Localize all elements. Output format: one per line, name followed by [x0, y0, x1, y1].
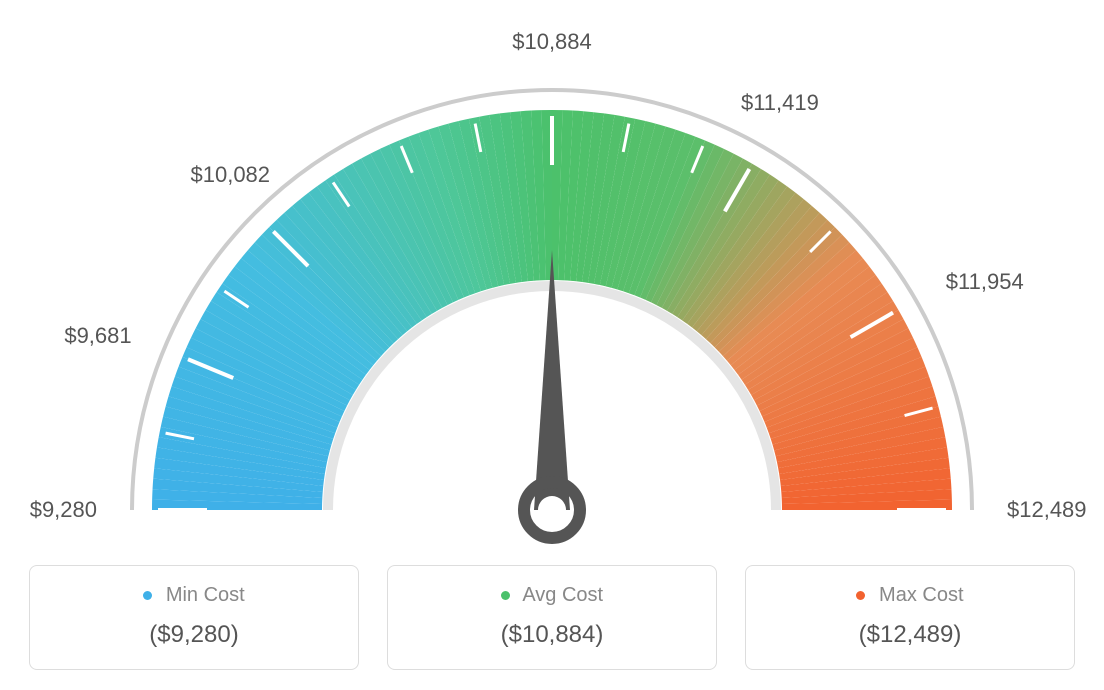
gauge-svg	[0, 30, 1104, 570]
dot-avg	[501, 591, 510, 600]
gauge-tick-label: $10,884	[512, 29, 592, 55]
legend-row: Min Cost ($9,280) Avg Cost ($10,884) Max…	[0, 565, 1104, 670]
legend-card-max: Max Cost ($12,489)	[745, 565, 1075, 670]
gauge-tick-label: $11,419	[741, 90, 819, 116]
gauge-tick-label: $10,082	[191, 162, 271, 188]
gauge-tick-label: $9,681	[64, 323, 131, 349]
gauge-tick-label: $11,954	[946, 269, 1024, 295]
legend-title-max: Max Cost	[756, 584, 1064, 607]
gauge-tick-label: $12,489	[1007, 497, 1087, 523]
gauge-chart: $9,280 $9,681 $10,082 $10,884 $11,419 $11,954…	[0, 0, 1104, 540]
gauge-tick-label: $9,280	[30, 497, 97, 523]
dot-max	[856, 591, 865, 600]
legend-title-min: Min Cost	[40, 584, 348, 607]
legend-title-min-text: Min Cost	[166, 584, 245, 606]
legend-card-avg: Avg Cost ($10,884)	[387, 565, 717, 670]
legend-value-min: ($9,280)	[40, 621, 348, 649]
dot-min	[143, 591, 152, 600]
legend-title-avg: Avg Cost	[398, 584, 706, 607]
legend-value-avg: ($10,884)	[398, 621, 706, 649]
legend-card-min: Min Cost ($9,280)	[29, 565, 359, 670]
legend-title-max-text: Max Cost	[879, 584, 963, 606]
legend-value-max: ($12,489)	[756, 621, 1064, 649]
legend-title-avg-text: Avg Cost	[522, 584, 603, 606]
